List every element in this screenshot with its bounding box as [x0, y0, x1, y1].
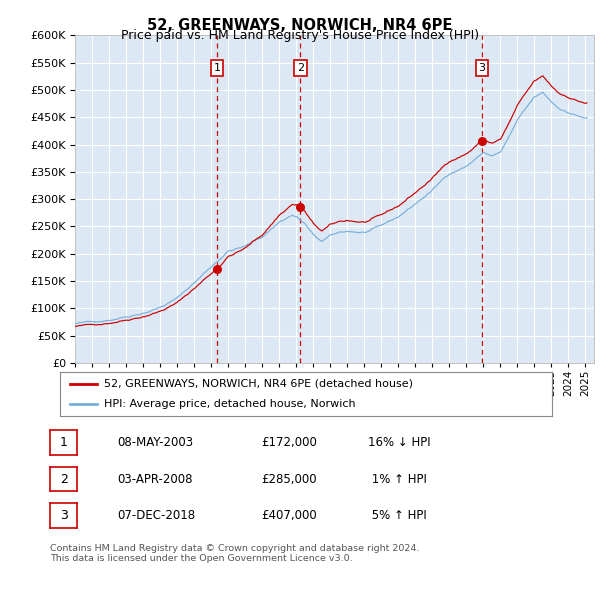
- Text: 07-DEC-2018: 07-DEC-2018: [117, 509, 195, 522]
- Text: 03-APR-2008: 03-APR-2008: [117, 473, 193, 486]
- Text: 5% ↑ HPI: 5% ↑ HPI: [368, 509, 427, 522]
- Text: 1: 1: [59, 436, 68, 449]
- Text: £172,000: £172,000: [261, 436, 317, 449]
- Text: HPI: Average price, detached house, Norwich: HPI: Average price, detached house, Norw…: [104, 399, 356, 409]
- Text: 16% ↓ HPI: 16% ↓ HPI: [368, 436, 430, 449]
- Text: 1% ↑ HPI: 1% ↑ HPI: [368, 473, 427, 486]
- Text: 3: 3: [479, 63, 485, 73]
- Text: 52, GREENWAYS, NORWICH, NR4 6PE (detached house): 52, GREENWAYS, NORWICH, NR4 6PE (detache…: [104, 379, 413, 389]
- Text: £285,000: £285,000: [261, 473, 317, 486]
- Text: 1: 1: [214, 63, 221, 73]
- Text: Price paid vs. HM Land Registry's House Price Index (HPI): Price paid vs. HM Land Registry's House …: [121, 30, 479, 42]
- Text: 2: 2: [59, 473, 68, 486]
- Text: £407,000: £407,000: [261, 509, 317, 522]
- Text: 2: 2: [297, 63, 304, 73]
- Text: 3: 3: [59, 509, 68, 522]
- Text: 08-MAY-2003: 08-MAY-2003: [117, 436, 193, 449]
- Text: Contains HM Land Registry data © Crown copyright and database right 2024.
This d: Contains HM Land Registry data © Crown c…: [50, 544, 419, 563]
- Text: 52, GREENWAYS, NORWICH, NR4 6PE: 52, GREENWAYS, NORWICH, NR4 6PE: [148, 18, 452, 32]
